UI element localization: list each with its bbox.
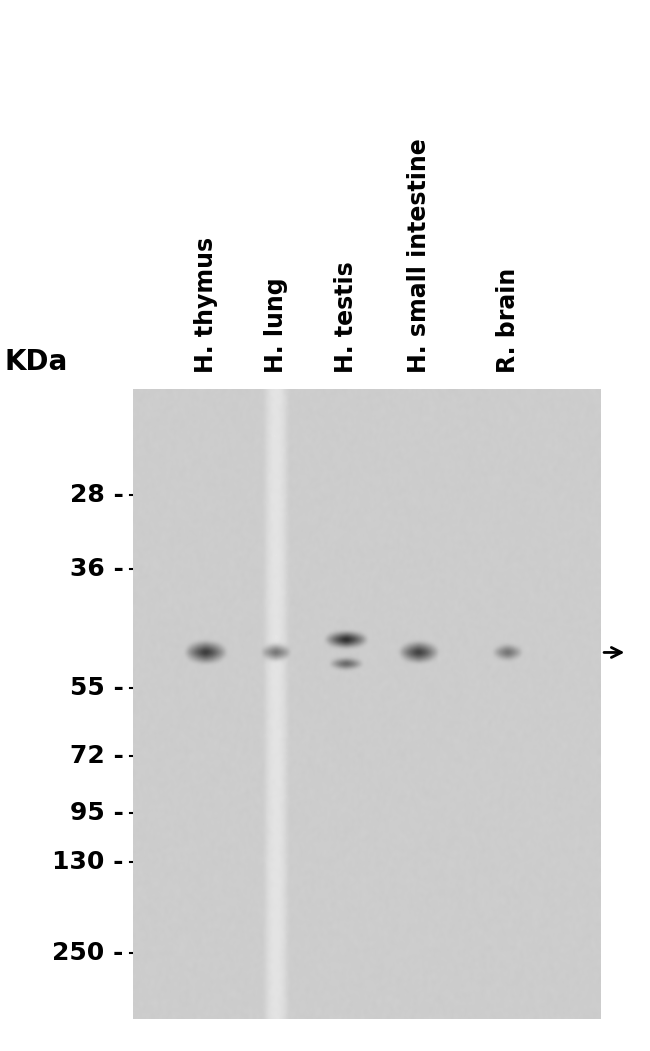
Text: H. lung: H. lung xyxy=(264,277,288,373)
Text: H. testis: H. testis xyxy=(334,262,358,373)
Text: 55 -: 55 - xyxy=(70,677,124,700)
Text: 250 -: 250 - xyxy=(52,942,124,965)
Text: H. small intestine: H. small intestine xyxy=(407,139,431,373)
Text: 36 -: 36 - xyxy=(70,557,124,580)
Text: R. brain: R. brain xyxy=(496,268,519,373)
Text: 130 -: 130 - xyxy=(52,850,124,873)
Text: 72 -: 72 - xyxy=(70,744,124,768)
Text: KDa: KDa xyxy=(4,348,68,376)
Text: 28 -: 28 - xyxy=(70,482,124,507)
Text: 95 -: 95 - xyxy=(70,801,124,825)
Text: H. thymus: H. thymus xyxy=(194,236,218,373)
